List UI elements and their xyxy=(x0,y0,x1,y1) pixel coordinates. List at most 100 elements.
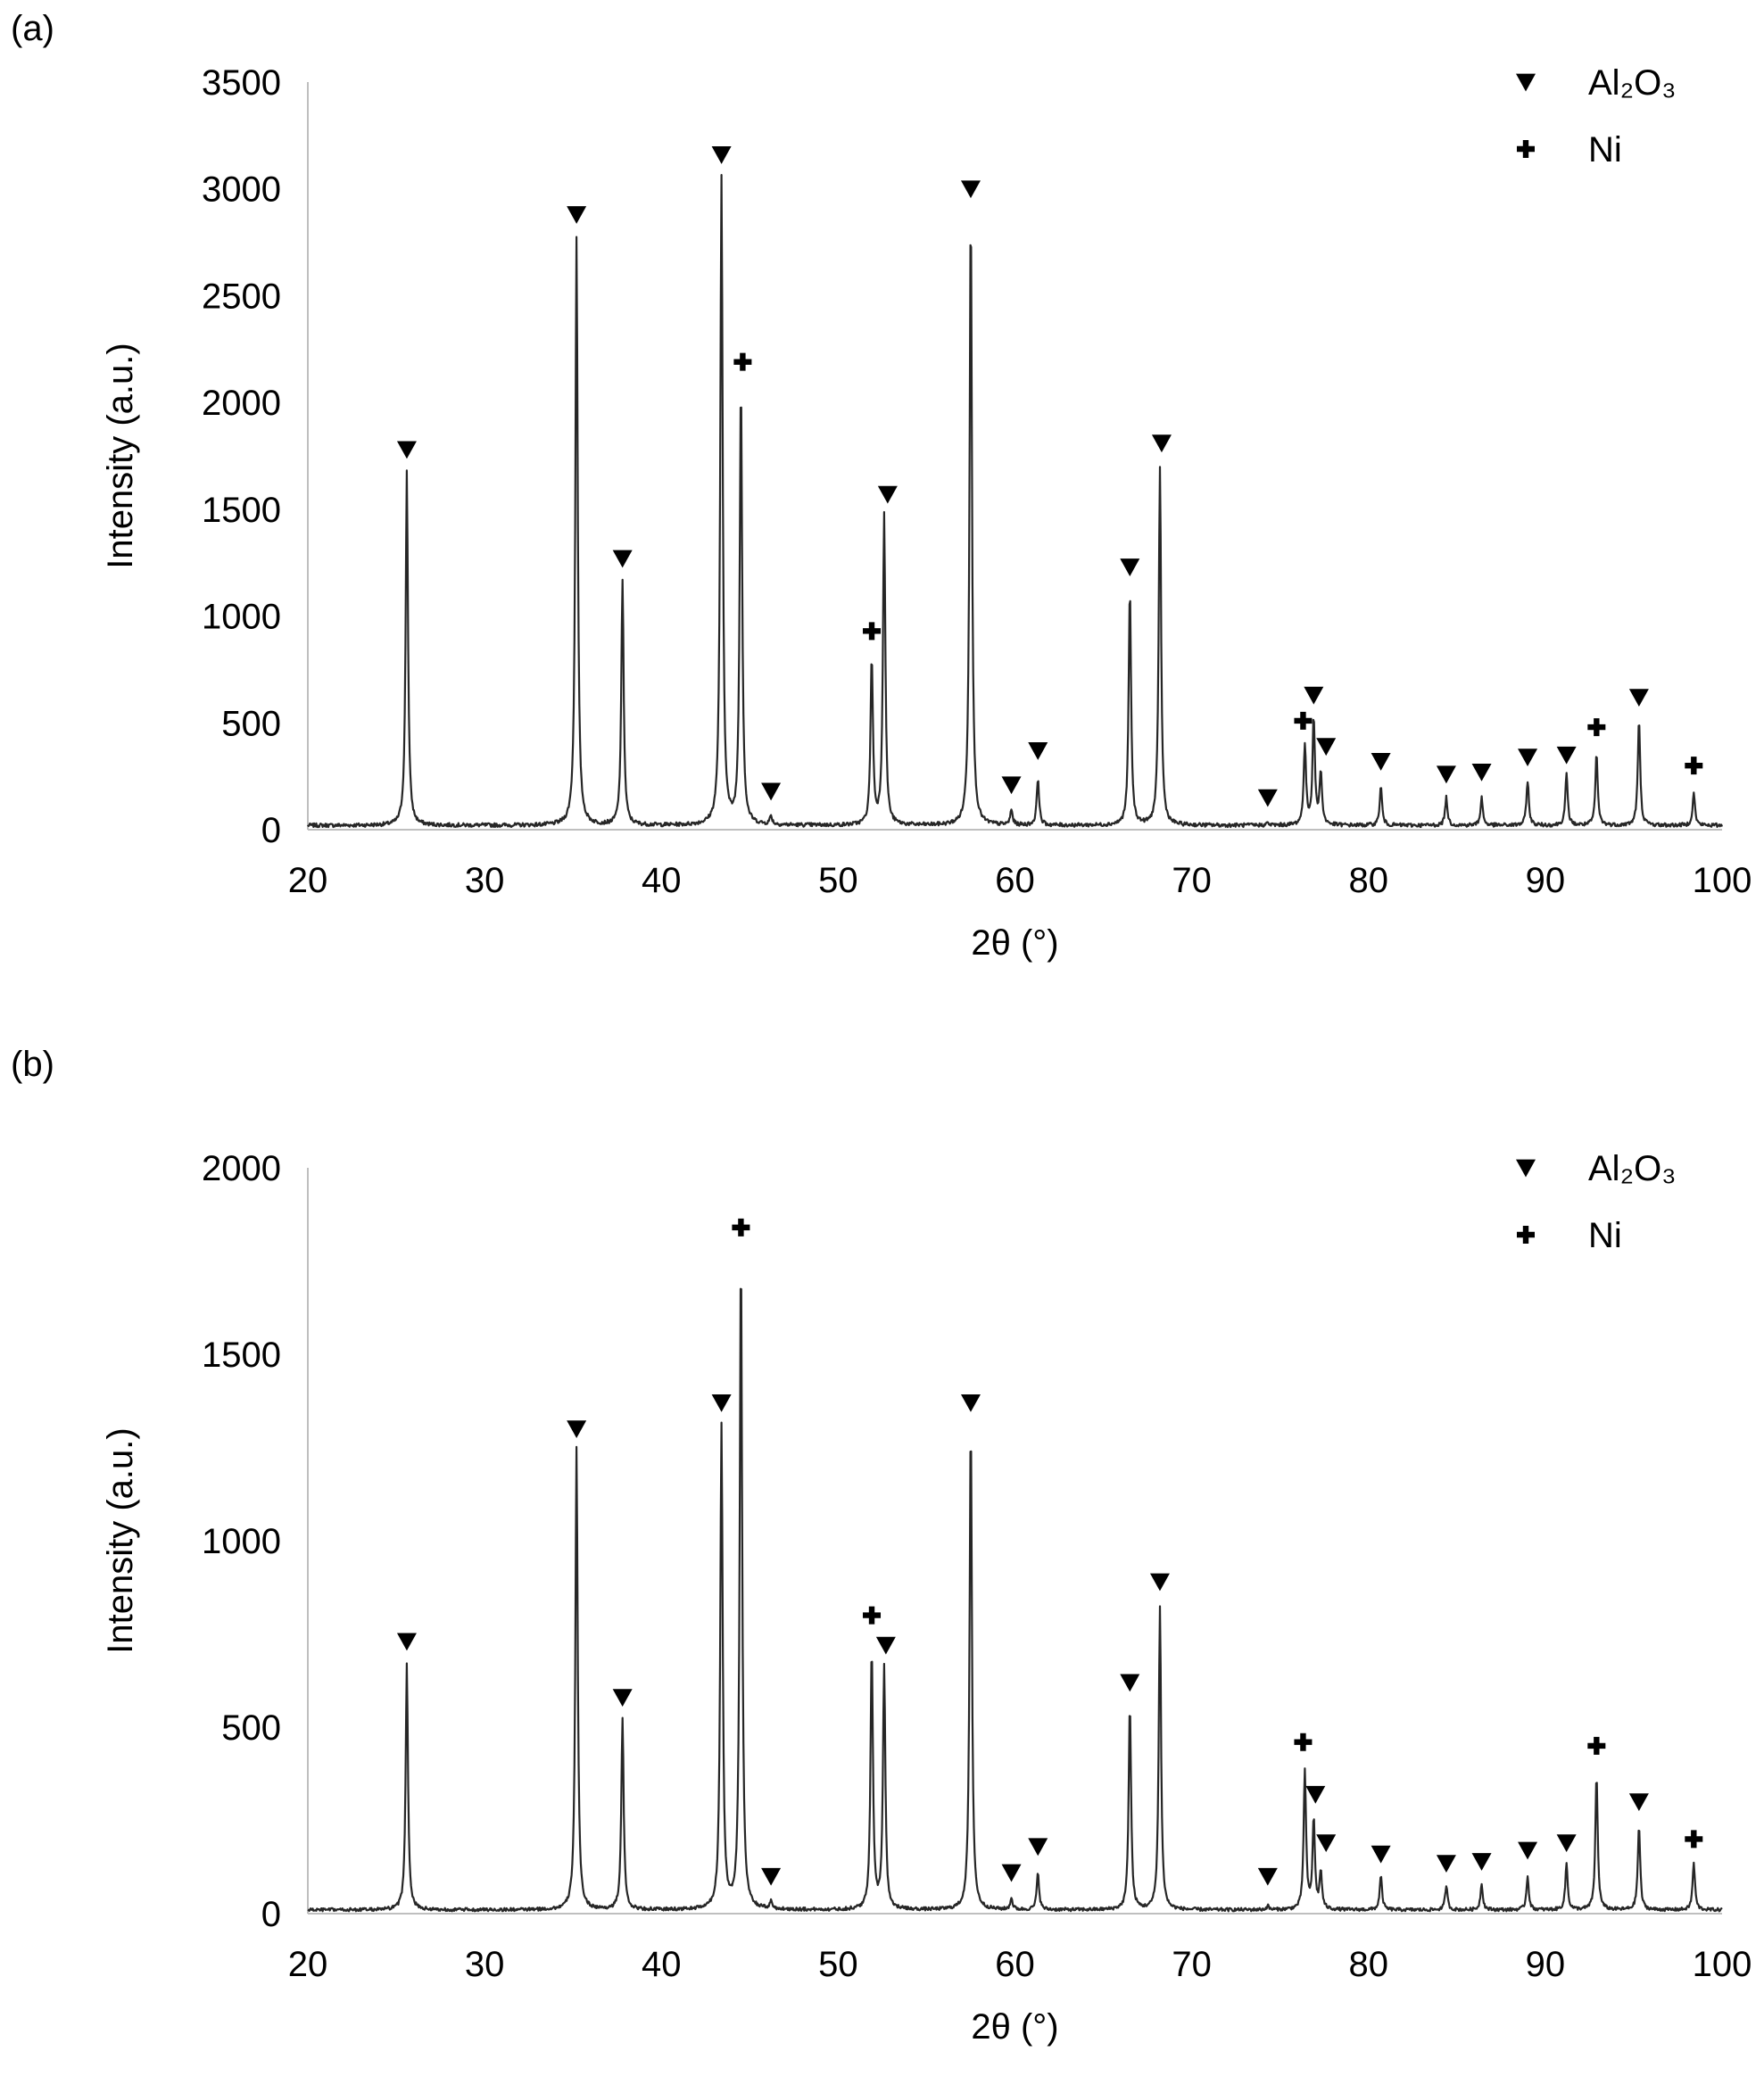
al2o3-peak-marker xyxy=(1257,789,1278,807)
x-tick-label: 30 xyxy=(465,1945,505,1984)
x-tick-label: 50 xyxy=(818,1945,858,1984)
al2o3-peak-marker xyxy=(1371,1845,1391,1864)
al2o3-peak-marker xyxy=(960,180,981,199)
al2o3-peak-marker xyxy=(761,1867,782,1886)
y-tick-label: 1000 xyxy=(202,598,281,637)
xrd-chart-b: 0 500 1000 1500 2000 20 30 40 50 60 70 80 90 100 2θ (°… xyxy=(101,1149,1752,2047)
al2o3-peak-marker xyxy=(1518,749,1538,767)
chart-panel-b: (b) 0 500 1000 1500 2000 20 30 40 50 60 70 80 90 100 2… xyxy=(0,1036,1764,2072)
legend-ni-label: Ni xyxy=(1588,130,1622,170)
al2o3-peak-marker xyxy=(1028,742,1048,760)
al2o3-peak-marker xyxy=(1120,558,1140,576)
ni-peak-marker xyxy=(863,622,882,641)
y-tick-label: 0 xyxy=(261,811,281,850)
al2o3-peak-marker xyxy=(396,441,417,459)
y-tick-label: 1500 xyxy=(202,1336,281,1375)
al2o3-peak-marker xyxy=(567,1420,587,1439)
x-tick-label: 70 xyxy=(1172,1945,1212,1984)
al2o3-peak-marker xyxy=(1149,1573,1170,1592)
x-tick-label: 60 xyxy=(995,861,1035,900)
diffraction-pattern-line xyxy=(307,174,1724,829)
al2o3-peak-marker xyxy=(1001,776,1022,795)
ni-peak-marker xyxy=(1294,1733,1313,1751)
al2o3-peak-marker xyxy=(1556,746,1577,765)
legend-al2o3-label: Al₂O₃ xyxy=(1588,1149,1677,1188)
y-tick-label: 2000 xyxy=(202,1149,281,1188)
x-tick-label: 20 xyxy=(288,1945,328,1984)
x-axis-label: 2θ (°) xyxy=(971,2007,1058,2047)
x-tick-label: 40 xyxy=(642,1945,682,1984)
x-tick-label: 100 xyxy=(1693,861,1752,900)
al2o3-peak-marker xyxy=(1257,1867,1278,1886)
ni-peak-marker xyxy=(1587,718,1606,737)
legend-ni-icon xyxy=(1517,1226,1535,1244)
al2o3-peak-marker xyxy=(1001,1864,1022,1882)
x-tick-label: 60 xyxy=(995,1945,1035,1984)
al2o3-peak-marker xyxy=(1471,1853,1492,1871)
al2o3-peak-marker xyxy=(1305,1785,1326,1804)
y-tick-label: 500 xyxy=(221,704,281,743)
x-tick-label: 80 xyxy=(1349,1945,1389,1984)
x-tick-label: 90 xyxy=(1526,1945,1566,1984)
legend-al2o3-icon xyxy=(1516,1159,1536,1178)
x-tick-label: 90 xyxy=(1526,861,1566,900)
y-tick-label: 500 xyxy=(221,1708,281,1748)
legend-ni-label: Ni xyxy=(1588,1216,1622,1255)
al2o3-peak-marker xyxy=(1556,1834,1577,1853)
ni-peak-marker xyxy=(732,1218,750,1237)
al2o3-peak-marker xyxy=(1436,765,1456,784)
panel-label-b: (b) xyxy=(11,1045,54,1084)
ni-peak-marker xyxy=(1587,1736,1606,1755)
y-tick-label: 0 xyxy=(261,1895,281,1934)
y-axis-label: Intensity (a.u.) xyxy=(101,1427,140,1653)
x-tick-label: 50 xyxy=(818,861,858,900)
ni-peak-marker xyxy=(1685,1830,1703,1849)
x-tick-label: 80 xyxy=(1349,861,1389,900)
x-tick-label: 100 xyxy=(1693,1945,1752,1984)
x-tick-label: 40 xyxy=(642,861,682,900)
al2o3-peak-marker xyxy=(1028,1838,1048,1857)
y-tick-label: 1000 xyxy=(202,1522,281,1561)
y-tick-label: 3500 xyxy=(202,63,281,103)
legend-al2o3-icon xyxy=(1516,73,1536,92)
y-tick-label: 1500 xyxy=(202,491,281,530)
ni-peak-marker xyxy=(1294,711,1313,730)
x-tick-label: 30 xyxy=(465,861,505,900)
al2o3-peak-marker xyxy=(875,1636,896,1655)
al2o3-peak-marker xyxy=(1371,753,1391,771)
y-axis-label: Intensity (a.u.) xyxy=(101,343,140,568)
al2o3-peak-marker xyxy=(396,1633,417,1651)
al2o3-peak-marker xyxy=(761,782,782,801)
al2o3-peak-marker xyxy=(1628,689,1649,707)
al2o3-peak-marker xyxy=(1316,1834,1337,1853)
ni-peak-marker xyxy=(1685,757,1703,775)
y-tick-label: 2500 xyxy=(202,277,281,316)
al2o3-peak-marker xyxy=(877,485,898,504)
x-axis-label: 2θ (°) xyxy=(971,923,1058,963)
panel-label-a: (a) xyxy=(11,9,54,48)
legend-ni-icon xyxy=(1517,140,1535,158)
ni-peak-marker xyxy=(863,1606,882,1625)
al2o3-peak-marker xyxy=(711,1394,732,1412)
al2o3-peak-marker xyxy=(1436,1855,1456,1873)
al2o3-peak-marker xyxy=(1316,738,1337,757)
al2o3-peak-marker xyxy=(1304,686,1324,705)
y-tick-label: 3000 xyxy=(202,170,281,210)
al2o3-peak-marker xyxy=(960,1394,981,1412)
chart-panel-a: (a) 0 500 1000 1500 2000 2500 3000 3500 20 30 40 50… xyxy=(0,0,1764,1036)
xrd-chart-a: 0 500 1000 1500 2000 2500 3000 3500 20 30 40 50 60 70… xyxy=(101,63,1752,963)
legend-al2o3-label: Al₂O₃ xyxy=(1588,63,1677,103)
diffraction-pattern-line xyxy=(307,1287,1723,1913)
al2o3-peak-marker xyxy=(711,146,732,164)
al2o3-peak-marker xyxy=(612,1689,633,1708)
al2o3-peak-marker xyxy=(567,206,587,224)
al2o3-peak-marker xyxy=(612,550,633,568)
al2o3-peak-marker xyxy=(1628,1793,1649,1812)
ni-peak-marker xyxy=(733,352,752,371)
al2o3-peak-marker xyxy=(1518,1841,1538,1860)
y-tick-label: 2000 xyxy=(202,384,281,423)
x-tick-label: 20 xyxy=(288,861,328,900)
al2o3-peak-marker xyxy=(1151,434,1172,453)
x-tick-label: 70 xyxy=(1172,861,1212,900)
al2o3-peak-marker xyxy=(1120,1674,1140,1692)
